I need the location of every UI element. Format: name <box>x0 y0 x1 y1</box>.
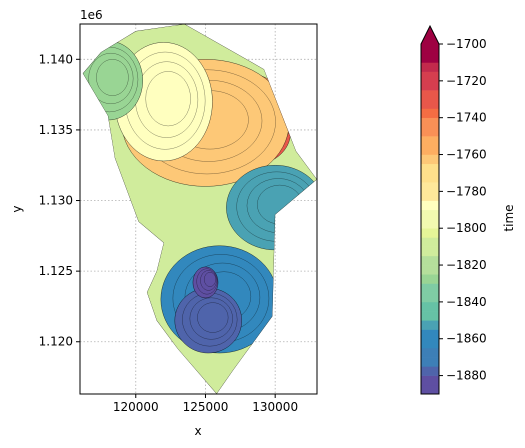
colorbar-tick-label: −1740 <box>446 111 487 125</box>
colorbar-tick-label: −1720 <box>446 74 487 88</box>
colorbar-band <box>421 366 439 376</box>
colorbar-band <box>421 108 439 118</box>
colorbar-band <box>421 191 439 201</box>
contour-line <box>88 52 134 104</box>
colorbar-tick-label: −1700 <box>446 37 487 51</box>
colorbar-band <box>421 126 439 137</box>
x-axis-label: x <box>194 424 201 438</box>
colorbar-band <box>421 80 439 91</box>
y-tick-label: 1.125 <box>39 264 73 278</box>
contour-zone <box>192 266 219 299</box>
colorbar-band <box>421 301 439 312</box>
y-tick-label: 1.140 <box>39 52 73 66</box>
plot-frame <box>79 23 318 395</box>
colorbar-band <box>421 338 439 349</box>
contour-line <box>189 297 233 340</box>
colorbar-band <box>421 292 439 303</box>
colorbar-extend-triangle <box>421 26 439 44</box>
colorbar-band <box>421 90 439 100</box>
colorbar-tick-label: −1880 <box>446 369 487 383</box>
contour-fill-region <box>82 24 317 394</box>
colorbar-band <box>421 99 439 109</box>
colorbar-band <box>421 154 439 165</box>
colorbar-tick-label: −1820 <box>446 258 487 272</box>
colorbar-label: time <box>502 204 516 231</box>
colorbar-band <box>421 145 439 155</box>
colorbar-band <box>421 265 439 275</box>
y-axis-ticks: 1.120 1.125 1.130 1.135 1.140 <box>39 52 80 349</box>
contour-line <box>200 270 217 291</box>
colorbar-band <box>421 53 439 63</box>
y-tick-label: 1.130 <box>39 194 73 208</box>
colorbar-band <box>421 320 439 330</box>
contour-line <box>96 59 129 96</box>
y-tick-label: 1.120 <box>39 335 73 349</box>
colorbar-band <box>421 228 439 238</box>
x-tick-label: 125000 <box>183 400 229 414</box>
colorbar-band <box>421 172 439 183</box>
colorbar-tick-label: −1800 <box>446 221 487 235</box>
colorbar-band <box>421 311 439 321</box>
colorbar-tick-label: −1760 <box>446 148 487 162</box>
contour-line <box>145 71 191 127</box>
colorbar-tick-label: −1840 <box>446 295 487 309</box>
colorbar-band <box>421 283 439 293</box>
colorbar-band <box>421 163 439 174</box>
colorbar-band <box>421 71 439 82</box>
colorbar-band <box>421 384 439 395</box>
colorbar-band <box>421 44 439 54</box>
colorbar: −1880 −1860 −1840 −1820 −1800 −1780 −1760 −1740… <box>420 24 516 395</box>
colorbar-band <box>421 246 439 257</box>
colorbar-band <box>421 209 439 220</box>
colorbar-band <box>421 62 439 72</box>
x-tick-label: 120000 <box>113 400 159 414</box>
contour-line <box>197 302 229 333</box>
contour-zone <box>82 40 143 121</box>
contour-line <box>203 272 216 287</box>
colorbar-band <box>421 357 439 367</box>
colorbar-band <box>421 200 439 211</box>
colorbar-band <box>421 347 439 358</box>
colorbar-band <box>421 117 439 128</box>
contour-zone <box>226 164 317 251</box>
y-tick-label: 1.135 <box>39 123 73 137</box>
x-tick-label: 130000 <box>252 400 298 414</box>
colorbar-band <box>421 219 439 229</box>
colorbar-band <box>421 136 439 146</box>
colorbar-outline <box>420 24 440 395</box>
colorbar-band <box>421 329 439 340</box>
colorbar-tick-label: −1780 <box>446 184 487 198</box>
y-offset-label: 1e6 <box>80 8 103 22</box>
colorbar-band <box>421 375 439 386</box>
contour-line <box>196 268 218 295</box>
colorbar-band <box>421 182 439 192</box>
x-axis-ticks: 120000 125000 130000 <box>113 394 298 414</box>
colorbar-tick-label: −1860 <box>446 332 487 346</box>
colorbar-band <box>421 274 439 284</box>
y-axis-label: y <box>10 205 24 212</box>
colorbar-band <box>421 237 439 247</box>
colorbar-band <box>421 255 439 266</box>
